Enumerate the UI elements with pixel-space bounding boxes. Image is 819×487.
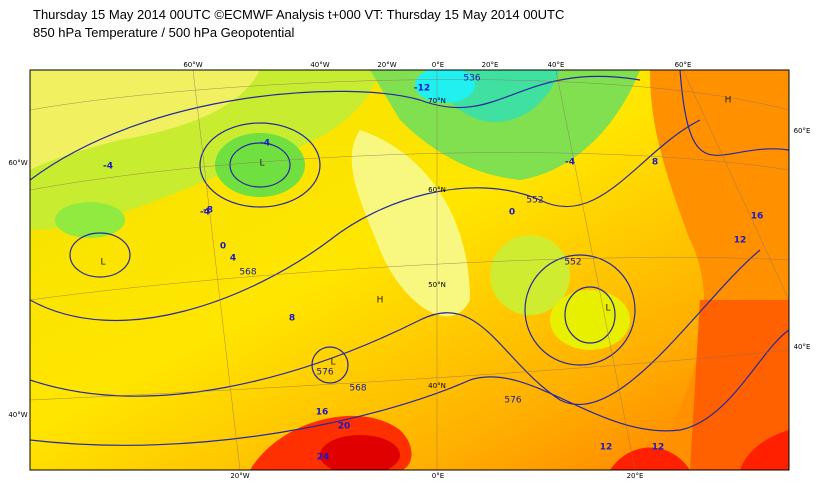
temperature-label: 16 [316, 408, 329, 418]
pressure-center: L [605, 304, 610, 314]
longitude-label: 20°W [230, 472, 249, 480]
temperature-label: 12 [652, 443, 665, 453]
height-label: 552 [526, 196, 543, 206]
temperature-label: -4 [103, 162, 113, 172]
pressure-center: H [725, 96, 732, 106]
longitude-label: 60°W [8, 159, 27, 167]
temperature-label: -4 [200, 208, 210, 218]
field [30, 70, 789, 470]
labels: 60°W 40°W 20°W 0°E 20°E 40°E 60°E60°E40°E60°W4… [8, 61, 810, 480]
height-label: 576 [316, 368, 333, 378]
temperature-label: 4 [230, 254, 236, 264]
longitude-label: 0°E [432, 61, 444, 69]
temperature-label: 16 [751, 212, 764, 222]
temperature-label: 20 [338, 422, 351, 432]
latitude-label: 60°N [428, 186, 446, 194]
height-label: 536 [463, 74, 480, 84]
latitude-label: 50°N [428, 281, 446, 289]
latitude-label: 40°N [428, 382, 446, 390]
longitude-label: 60°E [675, 61, 692, 69]
temperature-label: 12 [734, 236, 747, 246]
subtitle: 850 hPa Temperature / 500 hPa Geopotenti… [33, 25, 295, 40]
temperature-label: 24 [317, 453, 330, 463]
longitude-label: 20°W [377, 61, 396, 69]
temperature-label: -8 [203, 206, 213, 216]
temperature-label: -4 [565, 158, 575, 168]
longitude-label: 40°W [310, 61, 329, 69]
longitude-label: 0°E [432, 472, 444, 480]
height-label: 568 [239, 268, 256, 278]
latitude-label: 70°N [428, 97, 446, 105]
longitude-label: 60°W [183, 61, 202, 69]
temperature-label: 12 [600, 443, 613, 453]
temperature-label: -4 [260, 139, 270, 149]
longitude-label: 40°E [794, 343, 811, 351]
temperature-label: 8 [652, 158, 658, 168]
temperature-label: -12 [414, 84, 430, 94]
height-label: 568 [349, 384, 366, 394]
pressure-center: L [259, 159, 264, 169]
temperature-label: 0 [509, 208, 515, 218]
temperature-label: 0 [220, 242, 226, 252]
longitude-label: 40°E [548, 61, 565, 69]
longitude-label: 60°E [794, 127, 811, 135]
temperature-label: 8 [289, 314, 295, 324]
height-label: 576 [504, 396, 521, 406]
longitude-label: 20°E [482, 61, 499, 69]
title: Thursday 15 May 2014 00UTC ©ECMWF Analys… [33, 7, 565, 22]
height-label: 552 [564, 258, 581, 268]
pressure-center: H [377, 296, 384, 306]
pressure-center: L [100, 258, 105, 268]
pressure-center: L [330, 358, 335, 368]
longitude-label: 20°E [627, 472, 644, 480]
longitude-label: 40°W [8, 411, 27, 419]
